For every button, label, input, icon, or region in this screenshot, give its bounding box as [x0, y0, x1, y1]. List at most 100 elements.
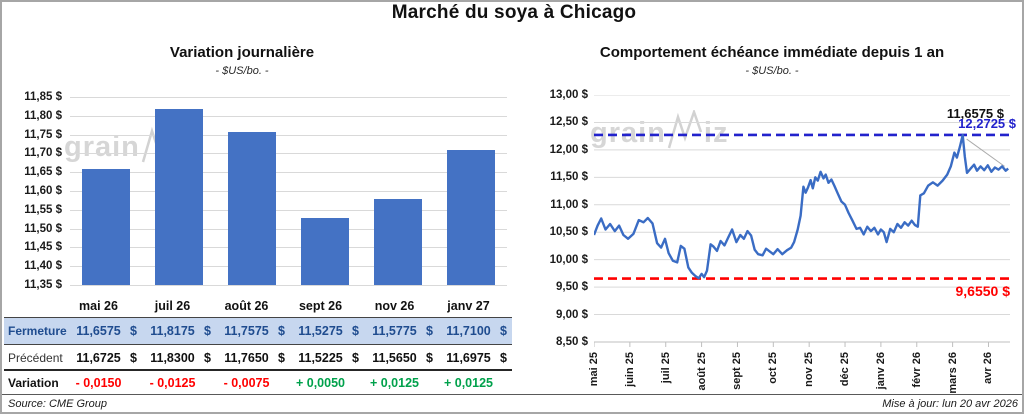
table-cell: 11,6575 $	[68, 324, 142, 338]
table-cell: 11,5225 $	[290, 351, 364, 365]
bar-sept 26	[300, 218, 349, 285]
table-cell: - 0,0150	[75, 376, 122, 390]
bar-y-tick-label: 11,75 $	[24, 128, 62, 141]
table-row-fermeture: Fermeture 11,6575 $11,8175 $11,7575 $11,5275…	[4, 317, 512, 345]
dollar-unit: $	[204, 350, 211, 365]
month-header: janv 27	[447, 299, 490, 313]
gridline	[70, 191, 507, 192]
bar-chart-plot-area	[70, 97, 507, 286]
cell-value: 11,7100	[446, 324, 491, 338]
line-x-tick-label: janv 26	[874, 352, 887, 390]
price-line-series	[594, 133, 1009, 280]
line-chart-title: Comportement échéance immédiate depuis 1…	[599, 44, 945, 61]
cell-value: 11,7650	[224, 350, 269, 365]
line-x-tick-label: sept 25	[731, 352, 744, 390]
row-label: Précédent	[8, 350, 63, 365]
line-y-tick-label: 10,50 $	[549, 226, 588, 239]
row-label: Fermeture	[8, 324, 67, 338]
line-y-tick-label: 12,00 $	[549, 143, 588, 156]
last-value-label: 11,6575 $	[946, 106, 1004, 121]
gridline	[70, 247, 507, 249]
updated-note: Mise à jour: lun 20 avr 2026	[882, 398, 1018, 410]
cell-value: 11,6575	[76, 324, 121, 338]
line-y-tick-label: 11,50 $	[550, 171, 588, 184]
month-header: nov 26	[374, 299, 415, 313]
bar-y-tick-label: 11,70 $	[24, 147, 62, 160]
bar-janv 27	[446, 149, 495, 285]
watermark-text-part2: iz	[703, 117, 729, 149]
gridline	[70, 285, 507, 286]
cell-value: 11,8175	[150, 324, 195, 338]
dollar-unit: $	[278, 350, 285, 365]
month-header: juil 26	[154, 299, 191, 313]
dollar-unit: $	[426, 350, 433, 365]
gridline	[70, 209, 507, 211]
cell-value: 11,5650	[372, 350, 417, 365]
cell-value: 11,5225	[298, 350, 343, 365]
table-row-précédent: Précédent 11,6725 $11,8300 $ 11,7650 $11,5225…	[4, 346, 512, 371]
line-x-tick-label: mai 25	[588, 352, 600, 387]
table-cell: 11,5650 $	[364, 351, 438, 365]
label-leader-line	[966, 138, 1005, 167]
bar-y-tick-label: 11,65 $	[24, 166, 62, 179]
bar-y-tick-label: 11,35 $	[24, 279, 62, 291]
table-cell: 11,8175 $	[142, 324, 216, 338]
bar-chart-subtitle: - $US/bo. -	[215, 65, 269, 77]
page-title: Marché du soya à Chicago	[391, 2, 637, 23]
line-chart-y-axis: 13,00 $ 12,50 $ 12,00 $ 11,50 $ 11,00 $ 10,50…	[530, 2, 588, 362]
min-value-label: 9,6550 $	[955, 283, 1011, 299]
bar-y-tick-label: 11,45 $	[24, 241, 62, 254]
line-x-tick-label: juil 25	[659, 352, 672, 384]
grainwiz-watermark: grain iz	[590, 110, 729, 149]
bar-y-tick-label: 11,40 $	[24, 260, 62, 273]
cell-value: 11,7575	[224, 324, 269, 338]
row-label: Variation	[8, 376, 59, 390]
line-x-tick-label: mars 26	[946, 352, 959, 394]
bar-juil 26	[155, 109, 204, 285]
dollar-unit: $	[500, 324, 507, 338]
bar-chart-title: Variation journalière	[169, 44, 315, 61]
bar-y-tick-label: 11,55 $	[24, 203, 62, 216]
line-chart-plot-area	[594, 95, 1010, 347]
dollar-unit: $	[204, 324, 211, 338]
line-x-tick-label: déc 25	[839, 352, 852, 387]
table-cell: 11,7650 $	[216, 351, 290, 365]
table-cell: + 0,0125	[443, 376, 493, 390]
dollar-unit: $	[500, 350, 507, 365]
watermark-zigzag-icon	[667, 110, 703, 149]
table-cell: + 0,0050	[295, 376, 345, 390]
table-row-variation: Variation - 0,0150 - 0,0125 - 0,0075 + 0,005…	[4, 372, 512, 394]
table-cell: - 0,0075	[223, 376, 270, 390]
month-header: sept 26	[298, 299, 343, 313]
cell-value: 11,5275	[298, 324, 343, 338]
gridline	[70, 97, 507, 98]
dollar-unit: $	[352, 324, 359, 338]
table-cell: + 0,0125	[369, 376, 419, 390]
dollar-unit: $	[130, 324, 137, 338]
bar-y-tick-label: 11,50 $	[24, 222, 62, 235]
line-x-tick-label: juin 25	[623, 352, 636, 387]
line-chart-subtitle: - $US/bo. -	[745, 65, 799, 77]
bar-nov 26	[373, 199, 422, 285]
cell-value: 11,6725	[76, 350, 121, 365]
line-y-tick-label: 10,00 $	[549, 253, 588, 266]
line-x-tick-label: févr 26	[910, 352, 923, 388]
table-cell: 11,6975 $	[438, 351, 512, 365]
table-header-row: mai 26 juil 26 août 26 sept 26 nov 26 janv 27	[4, 296, 512, 316]
table-cell: 11,7100 $	[438, 324, 512, 338]
table-cell: 11,8300 $	[142, 351, 216, 365]
gridline	[70, 115, 507, 117]
line-y-tick-label: 12,50 $	[549, 116, 588, 129]
cell-value: 11,5775	[372, 324, 417, 338]
month-header: mai 26	[79, 299, 118, 313]
footer-divider	[2, 394, 1022, 395]
gridline	[70, 228, 507, 230]
bar-y-tick-label: 11,85 $	[24, 91, 62, 103]
gridline	[70, 172, 507, 174]
bar-y-tick-label: 11,80 $	[24, 109, 62, 122]
line-x-tick-label: nov 25	[803, 352, 816, 387]
gridline	[70, 153, 507, 155]
max-value-label: 12,2725 $	[958, 116, 1016, 131]
table-cell: - 0,0125	[149, 376, 196, 390]
